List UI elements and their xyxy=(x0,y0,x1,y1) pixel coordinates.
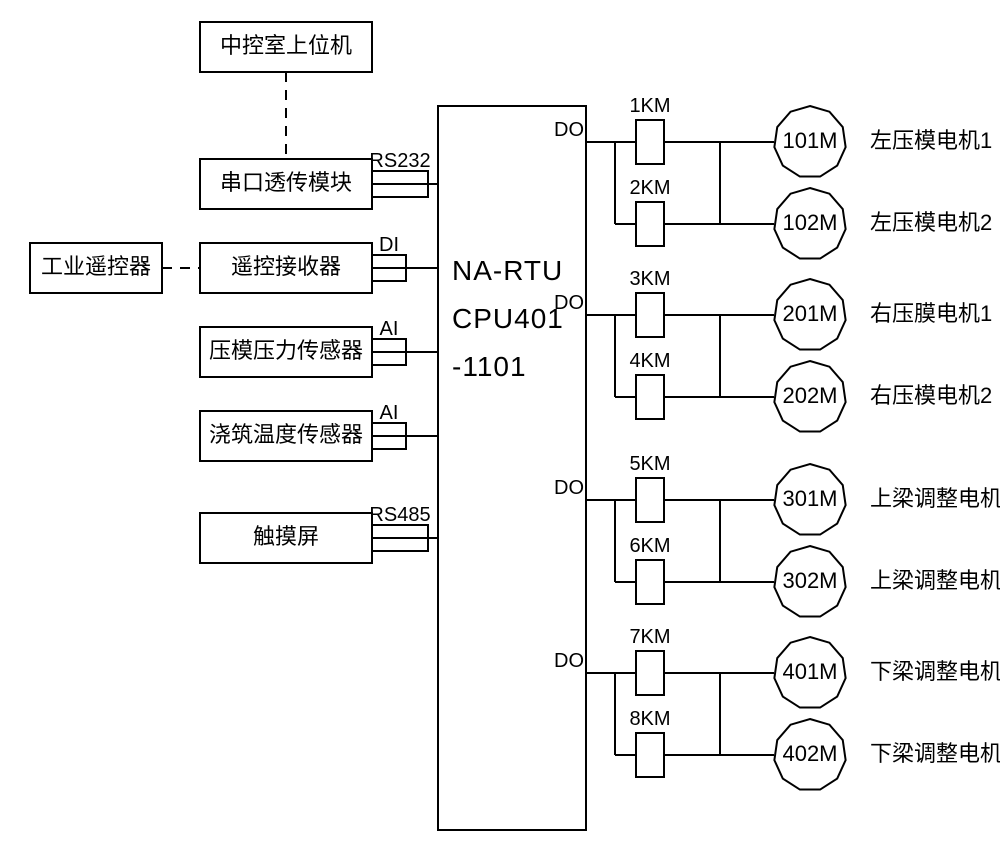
motor-id-101M: 101M xyxy=(782,128,837,153)
touch-label: 触摸屏 xyxy=(253,524,319,549)
remote-label: 工业遥控器 xyxy=(41,254,151,279)
temp-port-label: AI xyxy=(380,402,399,424)
touch-port-label: RS485 xyxy=(369,504,430,526)
relay-7KM xyxy=(636,651,664,695)
relay-label-5KM: 5KM xyxy=(629,453,670,475)
do-label-2: DO xyxy=(554,477,584,499)
motor-id-202M: 202M xyxy=(782,383,837,408)
motor-id-102M: 102M xyxy=(782,210,837,235)
motor-label-201M: 右压膜电机1 xyxy=(870,301,992,326)
do-label-3: DO xyxy=(554,650,584,672)
relay-label-7KM: 7KM xyxy=(629,626,670,648)
motor-label-402M: 下梁调整电机2 xyxy=(870,741,1000,766)
relay-1KM xyxy=(636,120,664,164)
serial-label: 串口透传模块 xyxy=(220,170,352,195)
relay-2KM xyxy=(636,202,664,246)
relay-label-1KM: 1KM xyxy=(629,95,670,117)
relay-label-8KM: 8KM xyxy=(629,708,670,730)
motor-label-101M: 左压模电机1 xyxy=(870,128,992,153)
relay-label-3KM: 3KM xyxy=(629,268,670,290)
rtu-box xyxy=(438,106,586,830)
motor-label-302M: 上梁调整电机2 xyxy=(870,568,1000,593)
motor-id-402M: 402M xyxy=(782,741,837,766)
relay-5KM xyxy=(636,478,664,522)
receiver-port-label: DI xyxy=(379,234,399,256)
motor-id-201M: 201M xyxy=(782,301,837,326)
host-label: 中控室上位机 xyxy=(220,33,352,58)
motor-label-401M: 下梁调整电机1 xyxy=(870,659,1000,684)
relay-8KM xyxy=(636,733,664,777)
temp-label: 浇筑温度传感器 xyxy=(209,422,363,447)
motor-label-202M: 右压模电机2 xyxy=(870,383,992,408)
motor-id-302M: 302M xyxy=(782,568,837,593)
motor-id-301M: 301M xyxy=(782,486,837,511)
receiver-label: 遥控接收器 xyxy=(231,254,341,279)
relay-label-6KM: 6KM xyxy=(629,535,670,557)
relay-label-4KM: 4KM xyxy=(629,350,670,372)
rtu-line-2: -1101 xyxy=(452,351,527,382)
press-port-label: AI xyxy=(380,318,399,340)
do-label-1: DO xyxy=(554,292,584,314)
motor-label-301M: 上梁调整电机1 xyxy=(870,486,1000,511)
rtu-line-0: NA-RTU xyxy=(452,255,563,286)
rtu-line-1: CPU401 xyxy=(452,303,564,334)
relay-label-2KM: 2KM xyxy=(629,177,670,199)
do-label-0: DO xyxy=(554,119,584,141)
relay-6KM xyxy=(636,560,664,604)
relay-3KM xyxy=(636,293,664,337)
press-label: 压模压力传感器 xyxy=(209,338,363,363)
relay-4KM xyxy=(636,375,664,419)
motor-id-401M: 401M xyxy=(782,659,837,684)
motor-label-102M: 左压模电机2 xyxy=(870,210,992,235)
serial-port-label: RS232 xyxy=(369,150,430,172)
